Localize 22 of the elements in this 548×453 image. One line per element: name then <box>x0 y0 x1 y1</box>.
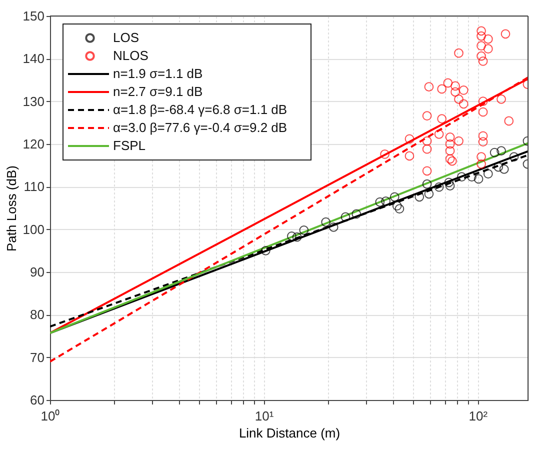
legend-label: NLOS <box>113 48 149 63</box>
legend-label: n=2.7 σ=9.1 dB <box>113 84 203 99</box>
x-tick-label: 10⁰ <box>40 408 60 424</box>
legend-label: LOS <box>113 30 140 45</box>
y-tick-label: 140 <box>22 51 44 66</box>
y-tick-label: 130 <box>22 94 44 109</box>
y-axis-title: Path Loss (dB) <box>4 166 19 252</box>
y-tick-label: 150 <box>22 8 44 24</box>
legend-label: FSPL <box>113 138 146 153</box>
legend-label: n=1.9 σ=1.1 dB <box>113 66 203 81</box>
legend-label: α=3.0 β=77.6 γ=-0.4 σ=9.2 dB <box>113 120 288 135</box>
y-tick-label: 60 <box>30 392 44 408</box>
y-tick-label: 90 <box>30 264 44 280</box>
y-tick-label: 80 <box>30 307 44 322</box>
y-tick-label: 110 <box>24 179 44 194</box>
x-axis-title: Link Distance (m) <box>238 426 340 440</box>
x-tick-label: 10¹ <box>254 408 274 424</box>
y-tick-label: 120 <box>22 136 44 152</box>
x-tick-label: 10² <box>468 408 488 424</box>
y-tick-label: 70 <box>30 350 44 365</box>
legend-label: α=1.8 β=-68.4 γ=6.8 σ=1.1 dB <box>113 102 288 117</box>
y-tick-label: 100 <box>22 222 44 237</box>
